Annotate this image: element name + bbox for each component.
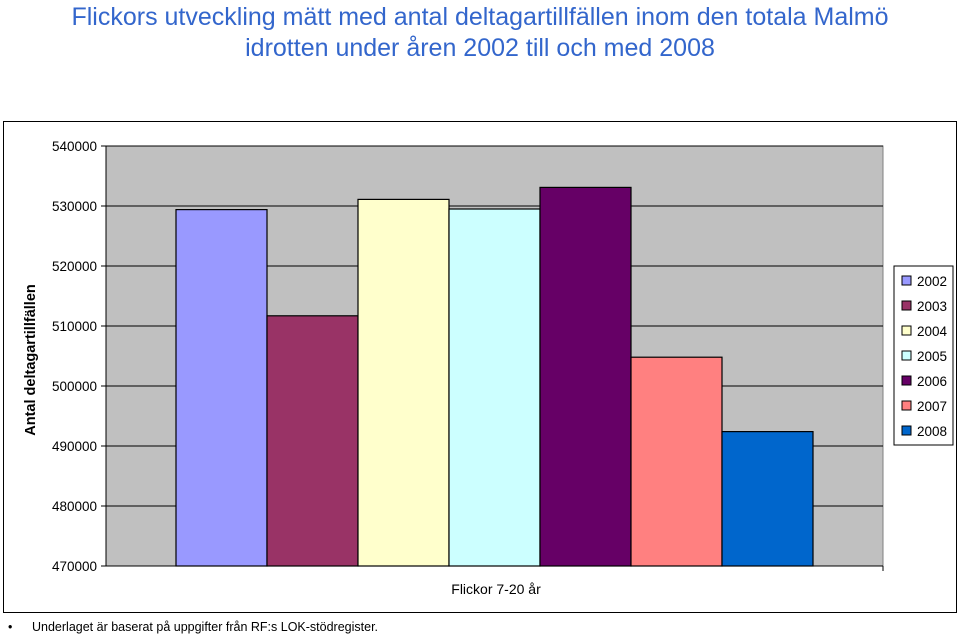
- y-tick-label: 530000: [52, 199, 97, 214]
- y-tick-label: 520000: [52, 259, 97, 274]
- legend-swatch-2005: [901, 350, 912, 361]
- y-tick-label: 500000: [52, 379, 97, 394]
- legend-swatch-2002: [901, 275, 912, 286]
- bar-2004: [357, 198, 450, 567]
- bar-2005: [448, 208, 541, 567]
- chart-title-line-2: idrotten under åren 2002 till och med 20…: [245, 34, 715, 62]
- y-tick-label: 470000: [52, 559, 97, 574]
- legend-swatch-2007: [901, 400, 912, 411]
- legend-label-2005: 2005: [917, 349, 947, 364]
- legend-label-2004: 2004: [917, 324, 948, 339]
- legend-swatch-2008: [901, 425, 912, 436]
- footnote-text: Underlaget är baserat på uppgifter från …: [32, 620, 379, 634]
- bar-2007: [630, 356, 723, 567]
- legend-label-2002: 2002: [917, 274, 947, 289]
- legend-label-2007: 2007: [917, 399, 947, 414]
- chart-title-line-1: Flickors utveckling mätt med antal delta…: [71, 3, 889, 31]
- y-tick-label: 490000: [52, 439, 97, 454]
- bar-2006: [539, 186, 632, 567]
- y-tick-label: 480000: [52, 499, 97, 514]
- legend-swatch-2004: [901, 325, 912, 336]
- bar-2002: [175, 209, 268, 567]
- legend-label-2003: 2003: [917, 299, 947, 314]
- y-tick-label: 510000: [52, 319, 97, 334]
- legend-label-2008: 2008: [917, 424, 947, 439]
- x-category-label: Flickor 7-20 år: [451, 581, 541, 597]
- legend-swatch-2003: [901, 300, 912, 311]
- legend-swatch-2006: [901, 375, 912, 386]
- chart-title: Flickors utveckling mätt med antal delta…: [0, 2, 960, 64]
- footnote-bullet: •: [8, 620, 13, 634]
- y-tick-label: 540000: [52, 139, 97, 154]
- y-axis-title: Antal deltagartillfällen: [23, 284, 39, 435]
- legend-label-2006: 2006: [917, 374, 947, 389]
- bar-2003: [266, 315, 359, 567]
- footnote: • Underlaget är baserat på uppgifter från…: [8, 620, 378, 634]
- bar-2008: [721, 431, 814, 567]
